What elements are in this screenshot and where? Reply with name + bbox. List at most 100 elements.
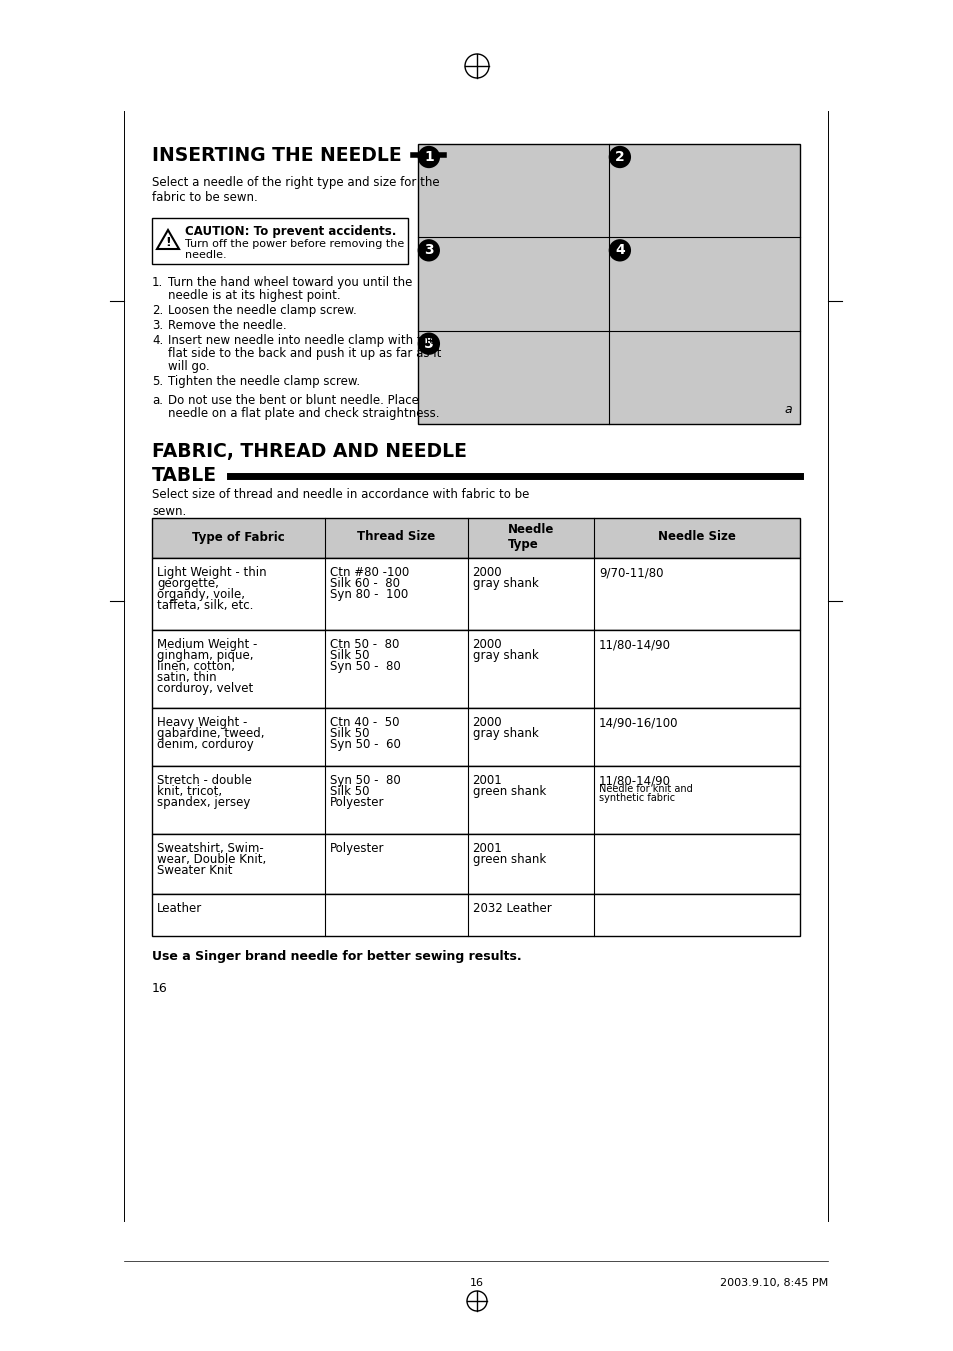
Text: Needle for knit and: Needle for knit and [598, 784, 692, 793]
Text: wear, Double Knit,: wear, Double Knit, [157, 852, 266, 866]
Text: Polyester: Polyester [330, 842, 384, 855]
Text: Syn 50 -  80: Syn 50 - 80 [330, 774, 400, 788]
Text: organdy, voile,: organdy, voile, [157, 588, 245, 601]
Text: Needle
Type: Needle Type [507, 523, 554, 551]
Text: 4.: 4. [152, 334, 163, 347]
Text: 2001: 2001 [472, 842, 502, 855]
Text: 4: 4 [615, 243, 624, 257]
Text: Turn off the power before removing the: Turn off the power before removing the [185, 239, 404, 249]
Text: Turn the hand wheel toward you until the: Turn the hand wheel toward you until the [168, 276, 412, 289]
Text: Light Weight - thin: Light Weight - thin [157, 566, 266, 580]
Text: Insert new needle into needle clamp with the: Insert new needle into needle clamp with… [168, 334, 436, 347]
Bar [417, 145, 800, 424]
Text: needle is at its highest point.: needle is at its highest point. [168, 289, 340, 303]
Text: 3: 3 [423, 243, 434, 257]
Bar [152, 558, 800, 630]
Text: Ctn #80 -100: Ctn #80 -100 [330, 566, 409, 580]
Text: 11/80-14/90: 11/80-14/90 [598, 638, 670, 651]
Text: Silk 60 -  80: Silk 60 - 80 [330, 577, 399, 590]
Text: 16: 16 [152, 982, 168, 994]
Text: 2032 Leather: 2032 Leather [472, 902, 551, 915]
Text: 9/70-11/80: 9/70-11/80 [598, 566, 662, 580]
Text: Syn 50 -  60: Syn 50 - 60 [330, 738, 400, 751]
Text: gray shank: gray shank [472, 727, 537, 740]
Bar [152, 517, 800, 558]
Text: 2: 2 [615, 150, 624, 163]
Text: 5: 5 [423, 336, 434, 351]
Text: gingham, pique,: gingham, pique, [157, 648, 253, 662]
Text: satin, thin: satin, thin [157, 671, 216, 684]
Text: gray shank: gray shank [472, 577, 537, 590]
Text: FABRIC, THREAD AND NEEDLE: FABRIC, THREAD AND NEEDLE [152, 442, 466, 461]
Text: 2000: 2000 [472, 566, 501, 580]
Text: spandex, jersey: spandex, jersey [157, 796, 250, 809]
Text: 2003.9.10, 8:45 PM: 2003.9.10, 8:45 PM [719, 1278, 827, 1288]
Text: 1: 1 [423, 150, 434, 163]
Text: flat side to the back and push it up as far as it: flat side to the back and push it up as … [168, 347, 441, 359]
Text: Polyester: Polyester [330, 796, 384, 809]
Text: georgette,: georgette, [157, 577, 218, 590]
Text: Sweatshirt, Swim-: Sweatshirt, Swim- [157, 842, 263, 855]
Text: a: a [783, 403, 791, 416]
Text: 3.: 3. [152, 319, 163, 332]
Bar [152, 218, 408, 263]
Text: 2001: 2001 [472, 774, 502, 788]
Text: taffeta, silk, etc.: taffeta, silk, etc. [157, 598, 253, 612]
Text: 14/90-16/100: 14/90-16/100 [598, 716, 678, 730]
Bar [152, 517, 800, 558]
Text: Do not use the bent or blunt needle. Place: Do not use the bent or blunt needle. Pla… [168, 394, 418, 407]
Text: Silk 50: Silk 50 [330, 648, 369, 662]
Text: green shank: green shank [472, 852, 545, 866]
Text: denim, corduroy: denim, corduroy [157, 738, 253, 751]
Text: gray shank: gray shank [472, 648, 537, 662]
Text: needle.: needle. [185, 250, 227, 259]
Bar [152, 630, 800, 708]
Text: Loosen the needle clamp screw.: Loosen the needle clamp screw. [168, 304, 356, 317]
Text: Tighten the needle clamp screw.: Tighten the needle clamp screw. [168, 376, 359, 388]
Text: Leather: Leather [157, 902, 202, 915]
Text: Syn 50 -  80: Syn 50 - 80 [330, 661, 400, 673]
Text: Ctn 50 -  80: Ctn 50 - 80 [330, 638, 399, 651]
Text: 16: 16 [470, 1278, 483, 1288]
Text: 2000: 2000 [472, 638, 501, 651]
Text: Syn 80 -  100: Syn 80 - 100 [330, 588, 408, 601]
Text: will go.: will go. [168, 359, 210, 373]
Text: knit, tricot,: knit, tricot, [157, 785, 222, 798]
Text: a.: a. [152, 394, 163, 407]
Text: 2000: 2000 [472, 716, 501, 730]
Text: 5.: 5. [152, 376, 163, 388]
Text: Silk 50: Silk 50 [330, 785, 369, 798]
Text: Type of Fabric: Type of Fabric [192, 531, 285, 543]
Text: 2.: 2. [152, 304, 163, 317]
Text: green shank: green shank [472, 785, 545, 798]
Text: Needle Size: Needle Size [658, 531, 735, 543]
Bar [152, 834, 800, 894]
Bar [417, 145, 800, 424]
Text: linen, cotton,: linen, cotton, [157, 661, 234, 673]
Text: needle on a flat plate and check straightness.: needle on a flat plate and check straigh… [168, 407, 439, 420]
Text: 1.: 1. [152, 276, 163, 289]
Text: !: ! [165, 235, 171, 249]
Text: Stretch - double: Stretch - double [157, 774, 252, 788]
Polygon shape [157, 230, 179, 249]
Bar [152, 766, 800, 834]
Text: Silk 50: Silk 50 [330, 727, 369, 740]
Text: 11/80-14/90: 11/80-14/90 [598, 774, 670, 788]
Text: Select a needle of the right type and size for the
fabric to be sewn.: Select a needle of the right type and si… [152, 176, 439, 204]
Text: gabardine, tweed,: gabardine, tweed, [157, 727, 264, 740]
Text: Heavy Weight -: Heavy Weight - [157, 716, 247, 730]
Text: Medium Weight -: Medium Weight - [157, 638, 257, 651]
Text: TABLE: TABLE [152, 466, 216, 485]
Text: Sweater Knit: Sweater Knit [157, 865, 233, 877]
Bar [152, 894, 800, 936]
Text: Use a Singer brand needle for better sewing results.: Use a Singer brand needle for better sew… [152, 950, 521, 963]
Text: INSERTING THE NEEDLE: INSERTING THE NEEDLE [152, 146, 401, 165]
Text: synthetic fabric: synthetic fabric [598, 793, 675, 802]
Text: Ctn 40 -  50: Ctn 40 - 50 [330, 716, 399, 730]
Text: Thread Size: Thread Size [356, 531, 435, 543]
Text: CAUTION: To prevent accidents.: CAUTION: To prevent accidents. [185, 226, 395, 238]
Text: Remove the needle.: Remove the needle. [168, 319, 286, 332]
Text: Select size of thread and needle in accordance with fabric to be
sewn.: Select size of thread and needle in acco… [152, 488, 529, 517]
Text: corduroy, velvet: corduroy, velvet [157, 682, 253, 694]
Bar [152, 708, 800, 766]
